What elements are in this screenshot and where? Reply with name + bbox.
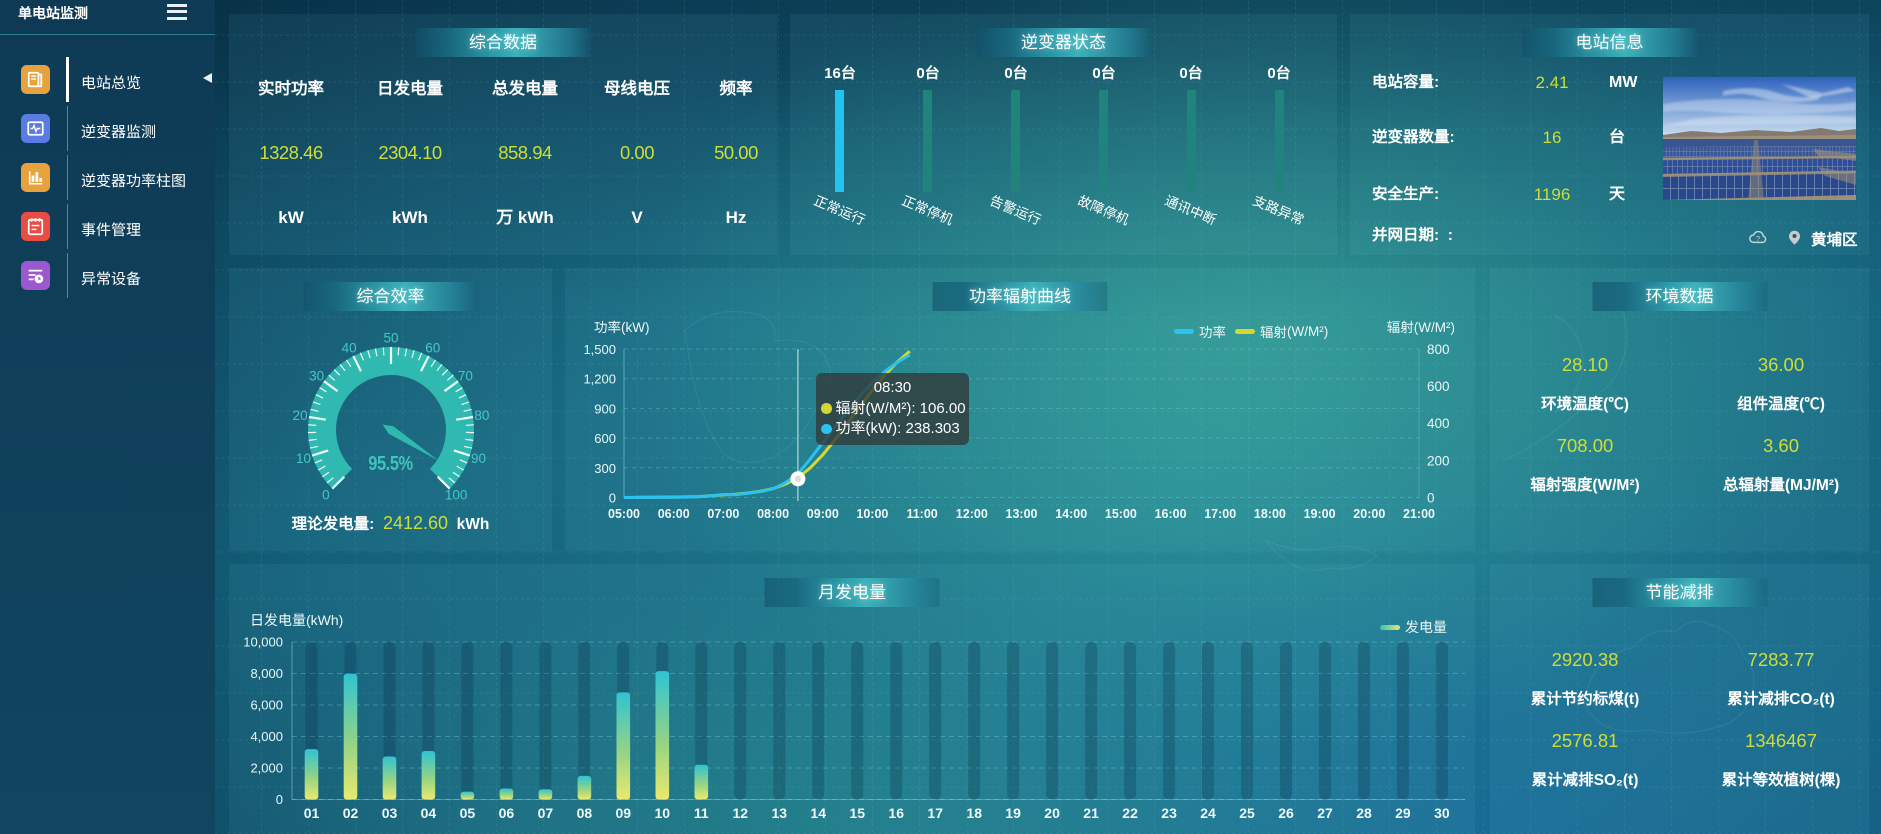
- svg-text:04: 04: [421, 805, 437, 821]
- svg-text:8,000: 8,000: [250, 666, 283, 681]
- svg-text:10: 10: [296, 451, 311, 466]
- svg-text:06:00: 06:00: [658, 507, 690, 521]
- svg-text:20: 20: [293, 408, 308, 423]
- svg-text:50: 50: [383, 331, 398, 346]
- svg-text:30: 30: [309, 368, 324, 383]
- svg-text:22: 22: [1122, 805, 1138, 821]
- svg-text:16: 16: [888, 805, 904, 821]
- svg-text:29: 29: [1395, 805, 1411, 821]
- svg-text:200: 200: [1427, 453, 1450, 468]
- svg-text:19: 19: [1005, 805, 1021, 821]
- svg-text:09:00: 09:00: [807, 507, 839, 521]
- svg-text:13: 13: [772, 805, 788, 821]
- svg-text:600: 600: [1427, 379, 1450, 394]
- svg-text:100: 100: [445, 488, 468, 503]
- svg-text:800: 800: [1427, 342, 1450, 357]
- svg-text:0: 0: [1427, 491, 1435, 506]
- svg-text:21: 21: [1083, 805, 1099, 821]
- svg-text:27: 27: [1317, 805, 1333, 821]
- svg-text:60: 60: [425, 341, 440, 356]
- svg-text:20:00: 20:00: [1353, 507, 1385, 521]
- svg-text:01: 01: [304, 805, 320, 821]
- svg-text:21:00: 21:00: [1403, 507, 1435, 521]
- svg-text:05: 05: [460, 805, 476, 821]
- svg-text:20: 20: [1044, 805, 1060, 821]
- svg-text:12:00: 12:00: [956, 507, 988, 521]
- svg-text:12: 12: [733, 805, 749, 821]
- svg-text:15:00: 15:00: [1105, 507, 1137, 521]
- svg-text:0: 0: [609, 491, 616, 506]
- svg-text:4,000: 4,000: [250, 729, 283, 744]
- svg-text:26: 26: [1278, 805, 1294, 821]
- svg-text:05:00: 05:00: [608, 507, 640, 521]
- svg-text:13:00: 13:00: [1006, 507, 1038, 521]
- svg-text:02: 02: [343, 805, 359, 821]
- svg-text:10: 10: [655, 805, 671, 821]
- svg-text:80: 80: [474, 408, 489, 423]
- svg-text:14:00: 14:00: [1055, 507, 1087, 521]
- svg-text:70: 70: [458, 368, 473, 383]
- svg-text:1,500: 1,500: [583, 342, 616, 357]
- svg-text:90: 90: [471, 451, 486, 466]
- svg-text:06: 06: [499, 805, 515, 821]
- svg-text:15: 15: [849, 805, 865, 821]
- svg-text:17: 17: [927, 805, 943, 821]
- svg-text:03: 03: [382, 805, 398, 821]
- svg-text:11: 11: [694, 805, 709, 821]
- svg-text:600: 600: [594, 431, 616, 446]
- svg-text:08: 08: [577, 805, 593, 821]
- svg-text:25: 25: [1239, 805, 1255, 821]
- svg-text:400: 400: [1427, 416, 1450, 431]
- svg-text:11:00: 11:00: [906, 507, 937, 521]
- svg-text:10:00: 10:00: [856, 507, 888, 521]
- svg-text:900: 900: [594, 401, 616, 416]
- svg-text:23: 23: [1161, 805, 1177, 821]
- svg-text:18:00: 18:00: [1254, 507, 1286, 521]
- svg-text:30: 30: [1434, 805, 1450, 821]
- svg-text:10,000: 10,000: [243, 635, 283, 650]
- svg-text:16:00: 16:00: [1155, 507, 1187, 521]
- svg-text:24: 24: [1200, 805, 1216, 821]
- svg-text:09: 09: [616, 805, 632, 821]
- svg-text:17:00: 17:00: [1204, 507, 1236, 521]
- svg-text:?: ?: [1756, 234, 1760, 243]
- svg-text:0: 0: [322, 488, 330, 503]
- svg-text:2,000: 2,000: [250, 761, 283, 776]
- svg-text:300: 300: [594, 461, 616, 476]
- svg-text:08:00: 08:00: [757, 507, 789, 521]
- svg-text:40: 40: [342, 341, 357, 356]
- svg-text:0: 0: [276, 792, 283, 807]
- svg-text:07:00: 07:00: [707, 507, 739, 521]
- svg-text:14: 14: [810, 805, 826, 821]
- svg-text:1,200: 1,200: [583, 372, 616, 387]
- svg-text:07: 07: [538, 805, 554, 821]
- svg-text:6,000: 6,000: [250, 698, 283, 713]
- svg-text:19:00: 19:00: [1304, 507, 1336, 521]
- svg-text:28: 28: [1356, 805, 1372, 821]
- svg-text:18: 18: [966, 805, 982, 821]
